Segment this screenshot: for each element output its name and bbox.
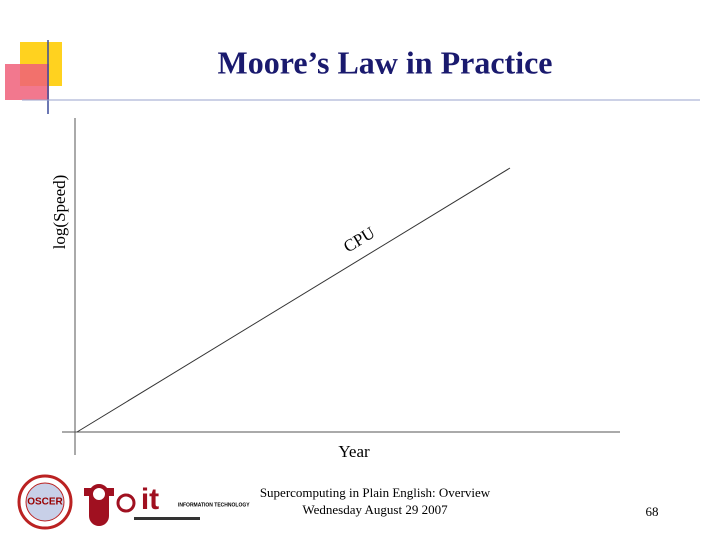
logo-text: it xyxy=(141,483,159,516)
slide-title: Moore’s Law in Practice xyxy=(218,44,553,80)
x-axis-label: Year xyxy=(338,442,370,461)
logo-text: OSCER xyxy=(27,497,63,508)
logo-globe xyxy=(25,482,65,522)
footer-line: Wednesday August 29 2007 xyxy=(302,502,448,517)
oscer-logo: OSCER xyxy=(17,474,73,530)
page-number: 68 xyxy=(646,504,659,519)
logo-caption: INFORMATION TECHNOLOGY xyxy=(178,502,250,508)
logo-shape xyxy=(116,493,136,513)
decor-square xyxy=(5,64,49,100)
ou-logo xyxy=(84,484,114,526)
logo-bar xyxy=(134,517,200,520)
y-axis-label: log(Speed) xyxy=(50,175,69,250)
trend-line xyxy=(76,167,511,433)
logo-shape xyxy=(89,484,109,504)
it-logo: it INFORMATION TECHNOLOGY xyxy=(116,483,250,520)
footer-line: Supercomputing in Plain English: Overvie… xyxy=(260,485,491,500)
